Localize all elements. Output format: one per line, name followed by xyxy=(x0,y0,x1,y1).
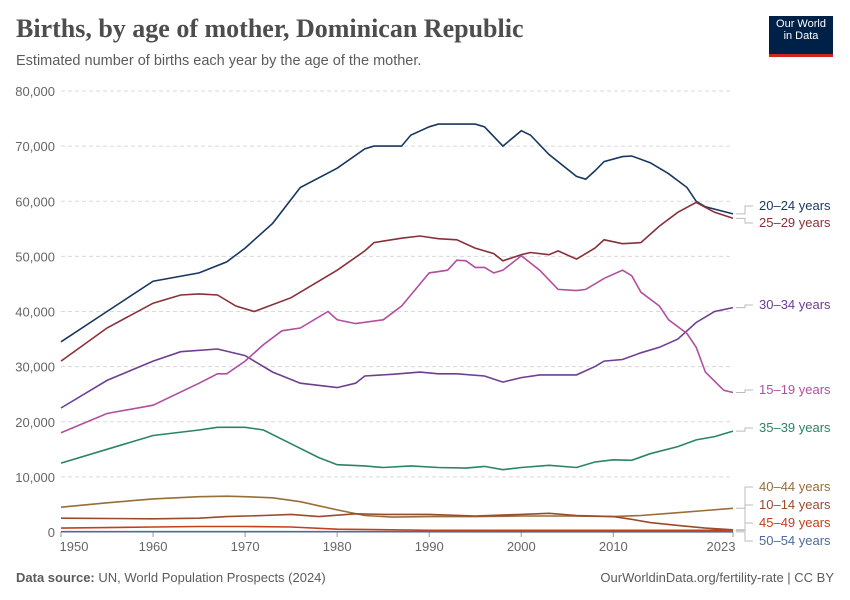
y-tick-label: 30,000 xyxy=(15,360,55,375)
logo-line-1: Our World xyxy=(776,18,826,30)
data-source: Data source: UN, World Population Prospe… xyxy=(16,570,326,585)
logo-line-2: in Data xyxy=(783,30,819,42)
y-tick-label: 50,000 xyxy=(15,249,55,264)
x-tick-label: 1990 xyxy=(415,539,444,554)
series-label: 35–39 years xyxy=(759,420,831,435)
series-line-10-14------ xyxy=(60,512,734,531)
label-connector xyxy=(736,486,753,509)
x-tick-label: 1960 xyxy=(139,539,168,554)
label-connector xyxy=(736,427,753,432)
x-tick-label: 1970 xyxy=(231,539,260,554)
y-tick-label: 70,000 xyxy=(15,139,55,154)
chart-title: Births, by age of mother, Dominican Repu… xyxy=(16,14,524,43)
label-connector xyxy=(736,389,753,394)
label-connector xyxy=(736,304,753,309)
series-line-15-19------ xyxy=(60,254,734,434)
x-tick-label: 2023 xyxy=(707,539,736,554)
series-label: 50–54 years xyxy=(759,533,831,548)
x-tick-label: 1980 xyxy=(323,539,352,554)
y-tick-label: 40,000 xyxy=(15,305,55,320)
x-tick-label: 1950 xyxy=(60,539,89,554)
series-line-40-44------ xyxy=(60,495,734,518)
series-label: 10–14 years xyxy=(759,497,831,512)
series-label: 20–24 years xyxy=(759,198,831,213)
label-connector xyxy=(736,205,753,215)
series-line-35-39------ xyxy=(60,426,734,471)
series-line-20-24------ xyxy=(60,123,734,343)
source-label: Data source: xyxy=(16,570,95,585)
series-label: 45–49 years xyxy=(759,515,831,530)
series-label: 15–19 years xyxy=(759,382,831,397)
series-line-30-34------ xyxy=(60,306,734,409)
series-line-45-49------ xyxy=(60,525,733,532)
label-connector xyxy=(736,217,753,224)
y-tick-label: 20,000 xyxy=(15,415,55,430)
label-connector xyxy=(736,504,753,531)
footer-link[interactable]: OurWorldinData.org/fertility-rate | CC B… xyxy=(600,570,834,585)
source-text: UN, World Population Prospects (2024) xyxy=(98,570,326,585)
label-connector xyxy=(736,531,753,542)
series-label: 30–34 years xyxy=(759,297,831,312)
chart-subtitle: Estimated number of births each year by … xyxy=(16,53,422,69)
y-tick-label: 10,000 xyxy=(15,470,55,485)
series-label: 40–44 years xyxy=(759,479,831,494)
series-label: 25–29 years xyxy=(759,215,831,230)
owid-logo[interactable]: Our World in Data xyxy=(769,16,833,57)
y-tick-label: 0 xyxy=(48,525,55,540)
y-tick-label: 80,000 xyxy=(15,84,55,99)
label-connector xyxy=(736,522,753,531)
x-tick-label: 2000 xyxy=(507,539,536,554)
x-tick-label: 2010 xyxy=(599,539,628,554)
y-tick-label: 60,000 xyxy=(15,194,55,209)
series-line-25-29------ xyxy=(60,201,734,362)
